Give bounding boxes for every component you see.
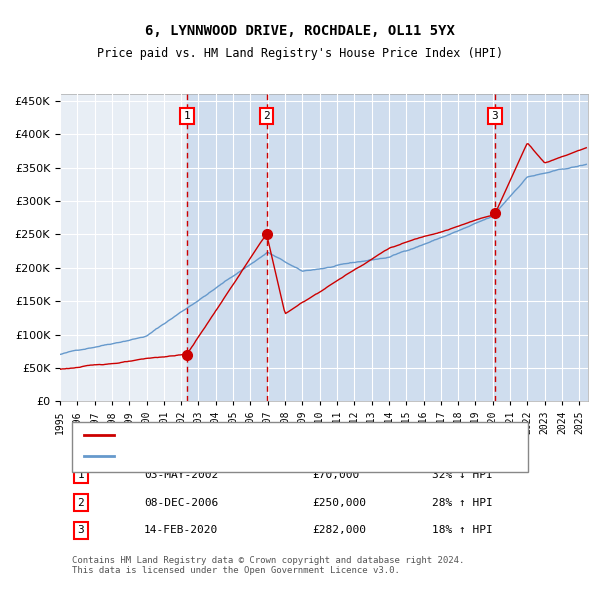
Text: 3: 3 xyxy=(77,526,85,535)
Text: 6, LYNNWOOD DRIVE, ROCHDALE, OL11 5YX (detached house): 6, LYNNWOOD DRIVE, ROCHDALE, OL11 5YX (d… xyxy=(123,430,461,440)
Text: 2: 2 xyxy=(263,111,270,121)
Text: 2: 2 xyxy=(77,498,85,507)
Text: 1: 1 xyxy=(77,470,85,480)
Bar xyxy=(495,94,588,401)
Text: £282,000: £282,000 xyxy=(312,526,366,535)
Text: 3: 3 xyxy=(491,111,498,121)
Text: 03-MAY-2002: 03-MAY-2002 xyxy=(144,470,218,480)
Text: 1: 1 xyxy=(184,111,190,121)
Text: 32% ↓ HPI: 32% ↓ HPI xyxy=(432,470,493,480)
Text: HPI: Average price, detached house, Rochdale: HPI: Average price, detached house, Roch… xyxy=(123,451,398,461)
Text: 14-FEB-2020: 14-FEB-2020 xyxy=(144,526,218,535)
Text: 08-DEC-2006: 08-DEC-2006 xyxy=(144,498,218,507)
Text: £250,000: £250,000 xyxy=(312,498,366,507)
Bar xyxy=(266,94,495,401)
Text: 6, LYNNWOOD DRIVE, ROCHDALE, OL11 5YX: 6, LYNNWOOD DRIVE, ROCHDALE, OL11 5YX xyxy=(145,24,455,38)
Text: 28% ↑ HPI: 28% ↑ HPI xyxy=(432,498,493,507)
Text: Contains HM Land Registry data © Crown copyright and database right 2024.
This d: Contains HM Land Registry data © Crown c… xyxy=(72,556,464,575)
Text: Price paid vs. HM Land Registry's House Price Index (HPI): Price paid vs. HM Land Registry's House … xyxy=(97,47,503,60)
Bar xyxy=(187,94,266,401)
Text: £70,000: £70,000 xyxy=(312,470,359,480)
Text: 18% ↑ HPI: 18% ↑ HPI xyxy=(432,526,493,535)
